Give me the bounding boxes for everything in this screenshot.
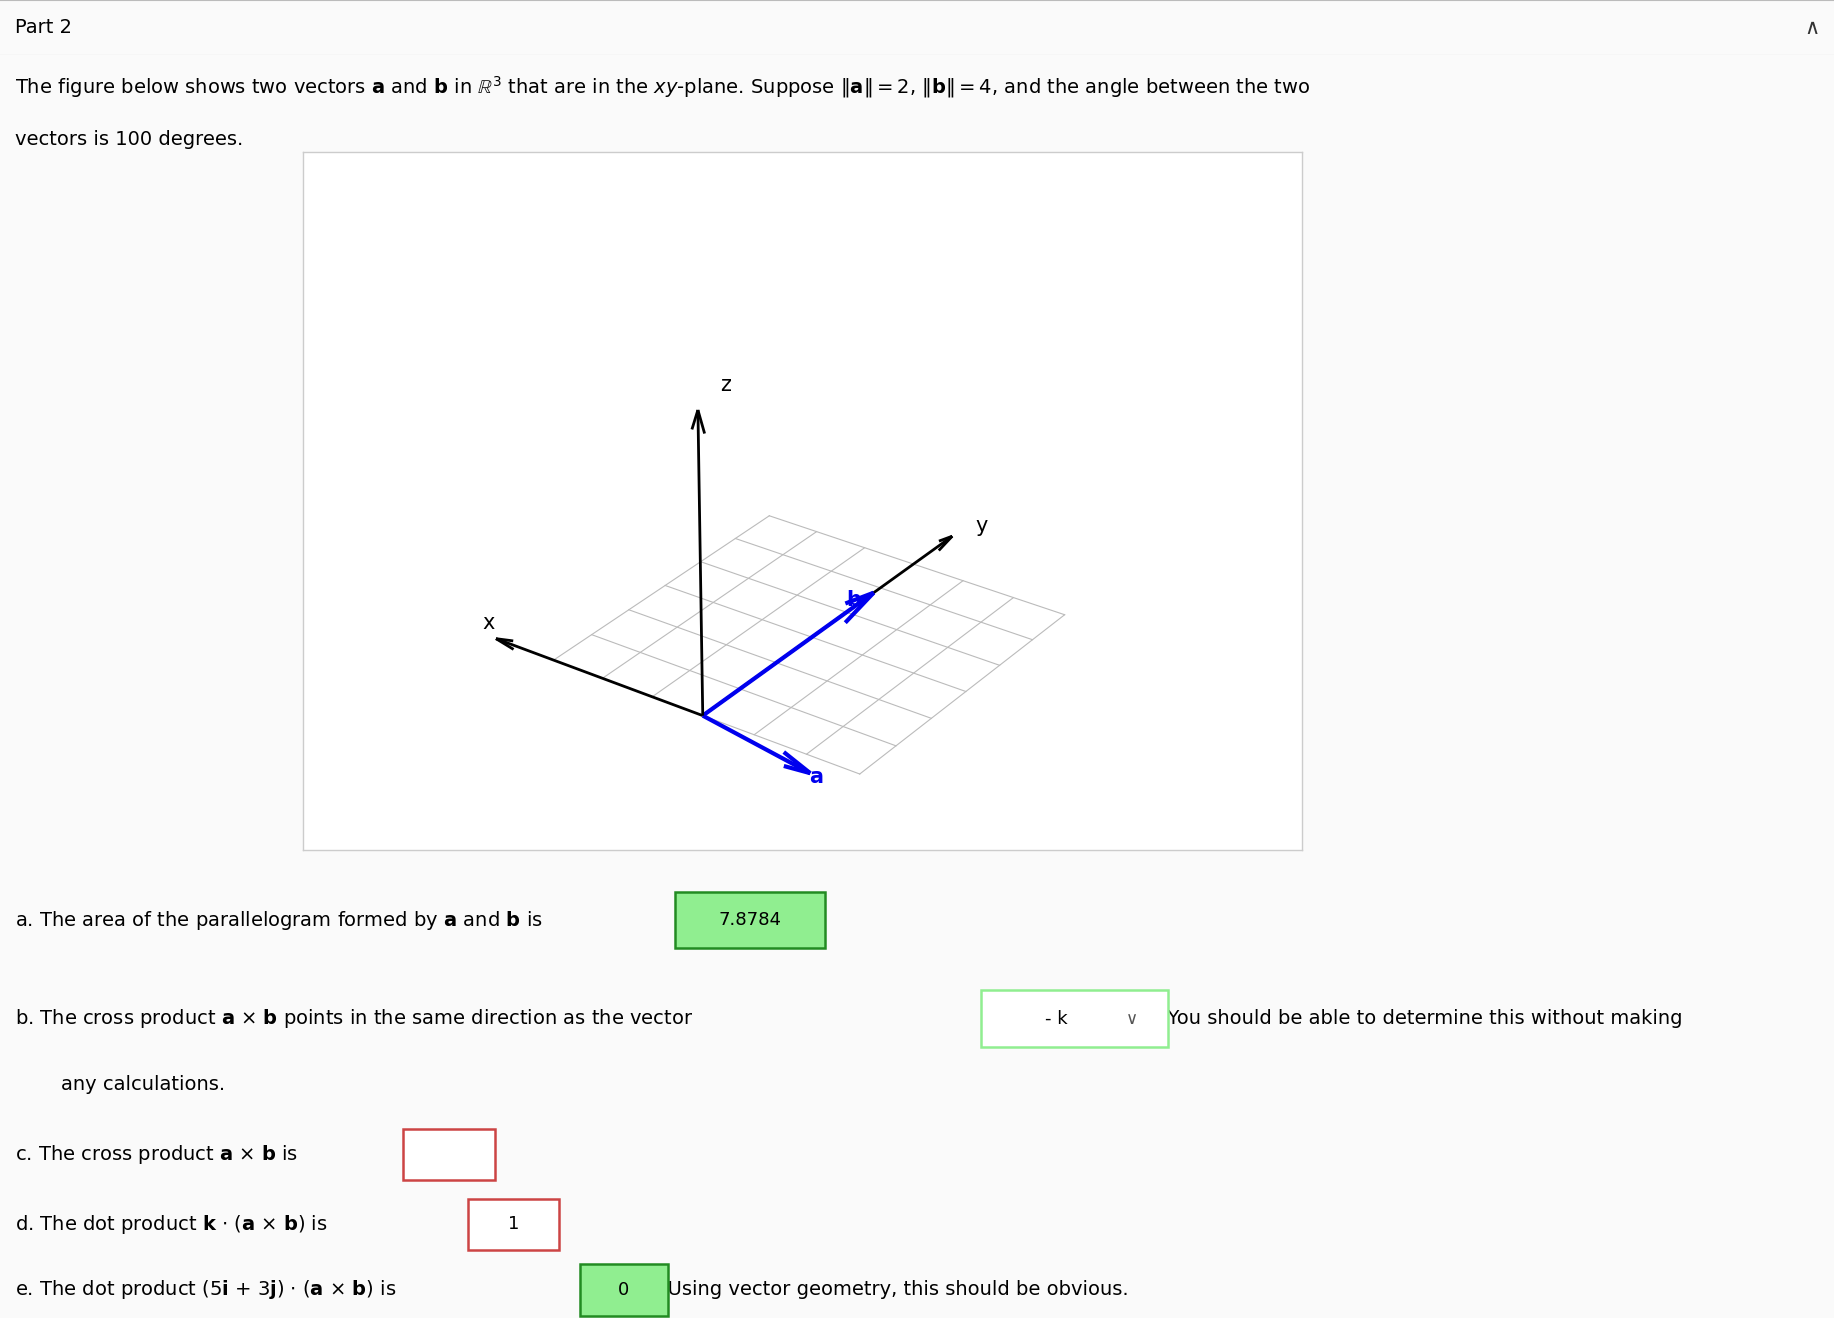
Text: - k: - k: [1045, 1010, 1067, 1028]
Text: The figure below shows two vectors $\mathbf{a}$ and $\mathbf{b}$ in $\mathbb{R}^: The figure below shows two vectors $\mat…: [15, 75, 1309, 100]
FancyBboxPatch shape: [403, 1128, 495, 1180]
FancyBboxPatch shape: [580, 1264, 668, 1315]
FancyBboxPatch shape: [675, 892, 825, 949]
Text: a. The area of the parallelogram formed by $\mathbf{a}$ and $\mathbf{b}$ is: a. The area of the parallelogram formed …: [15, 909, 543, 932]
Text: .: .: [812, 911, 818, 929]
Text: vectors is 100 degrees.: vectors is 100 degrees.: [15, 130, 242, 149]
Text: . You should be able to determine this without making: . You should be able to determine this w…: [1155, 1010, 1684, 1028]
Text: 0: 0: [618, 1281, 629, 1300]
Text: d. The dot product $\mathbf{k}$ $\cdot$ ($\mathbf{a}$ $\times$ $\mathbf{b}$) is: d. The dot product $\mathbf{k}$ $\cdot$ …: [15, 1213, 326, 1236]
Text: c. The cross product $\mathbf{a}$ $\times$ $\mathbf{b}$ is: c. The cross product $\mathbf{a}$ $\time…: [15, 1143, 297, 1165]
Text: . Using vector geometry, this should be obvious.: . Using vector geometry, this should be …: [655, 1280, 1128, 1300]
FancyBboxPatch shape: [468, 1198, 559, 1251]
Text: Part 2: Part 2: [15, 18, 72, 37]
Text: b. The cross product $\mathbf{a}$ $\times$ $\mathbf{b}$ points in the same direc: b. The cross product $\mathbf{a}$ $\time…: [15, 1007, 693, 1031]
Text: ∧: ∧: [1805, 17, 1819, 38]
Text: e. The dot product (5$\mathbf{i}$ + 3$\mathbf{j}$) $\cdot$ ($\mathbf{a}$ $\times: e. The dot product (5$\mathbf{i}$ + 3$\m…: [15, 1278, 396, 1301]
FancyBboxPatch shape: [981, 991, 1168, 1046]
Text: 1: 1: [508, 1215, 519, 1234]
Text: ∨: ∨: [1126, 1010, 1137, 1028]
Text: .: .: [547, 1215, 552, 1234]
Text: .: .: [482, 1145, 488, 1164]
Text: 7.8784: 7.8784: [719, 911, 781, 929]
Text: any calculations.: any calculations.: [61, 1074, 224, 1094]
